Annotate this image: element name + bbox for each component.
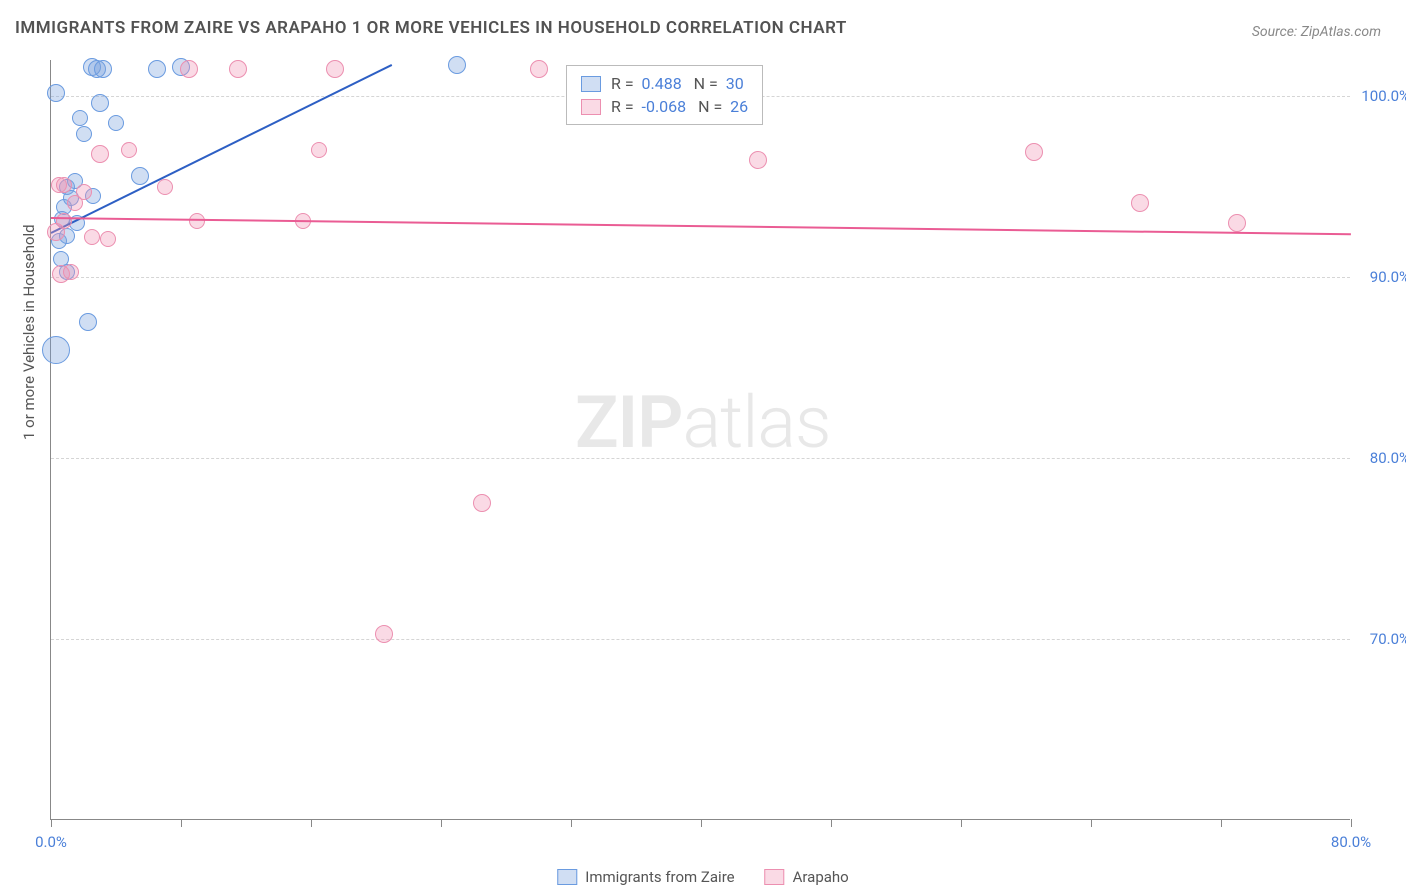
data-point (326, 60, 344, 78)
data-point (157, 179, 173, 195)
data-point (63, 264, 79, 280)
gridline (51, 639, 1350, 640)
data-point (91, 145, 109, 163)
xtick (311, 819, 312, 827)
ytick-label: 70.0% (1370, 630, 1406, 648)
xtick (961, 819, 962, 827)
source-attribution: Source: ZipAtlas.com (1252, 24, 1381, 40)
data-point (148, 60, 166, 78)
data-point (47, 84, 65, 102)
data-point (84, 229, 100, 245)
legend-row: R = -0.068 N = 26 (581, 95, 748, 118)
data-point (448, 56, 466, 74)
data-point (189, 213, 205, 229)
ytick-label: 80.0% (1370, 449, 1406, 467)
legend-row: R = 0.488 N = 30 (581, 72, 748, 95)
xtick (181, 819, 182, 827)
legend-item-zaire: Immigrants from Zaire (557, 868, 734, 886)
legend-swatch (581, 99, 601, 115)
trend-line (51, 217, 1351, 235)
xtick-label: 0.0% (35, 833, 67, 851)
data-point (76, 126, 92, 142)
ytick-label: 100.0% (1361, 87, 1406, 105)
legend-stats: R = -0.068 N = 26 (611, 97, 748, 116)
data-point (56, 177, 72, 193)
xtick (1221, 819, 1222, 827)
data-point (1131, 194, 1149, 212)
gridline (51, 458, 1350, 459)
data-point (180, 60, 198, 78)
chart-plot-area: 70.0%80.0%90.0%100.0%0.0%80.0%R = 0.488 … (50, 60, 1350, 820)
xtick (701, 819, 702, 827)
data-point (311, 142, 327, 158)
chart-title: IMMIGRANTS FROM ZAIRE VS ARAPAHO 1 OR MO… (15, 18, 847, 38)
data-point (749, 151, 767, 169)
data-point (72, 110, 88, 126)
legend-item-arapaho: Arapaho (765, 868, 849, 886)
legend-label-arapaho: Arapaho (793, 868, 849, 886)
data-point (79, 313, 97, 331)
xtick (441, 819, 442, 827)
data-point (91, 94, 109, 112)
xtick (1091, 819, 1092, 827)
data-point (530, 60, 548, 78)
data-point (1228, 214, 1246, 232)
data-point (108, 115, 124, 131)
swatch-arapaho (765, 869, 785, 885)
swatch-zaire (557, 869, 577, 885)
xtick (51, 819, 52, 827)
legend-label-zaire: Immigrants from Zaire (585, 868, 734, 886)
ytick-label: 90.0% (1370, 268, 1406, 286)
xtick (571, 819, 572, 827)
data-point (94, 60, 112, 78)
legend-swatch (581, 76, 601, 92)
data-point (229, 60, 247, 78)
correlation-legend: R = 0.488 N = 30 R = -0.068 N = 26 (566, 65, 763, 125)
data-point (121, 142, 137, 158)
xtick (831, 819, 832, 827)
xtick (1351, 819, 1352, 827)
xtick-label: 80.0% (1331, 833, 1371, 851)
data-point (42, 336, 70, 364)
y-axis-label: 1 or more Vehicles in Household (20, 224, 38, 440)
bottom-legend: Immigrants from Zaire Arapaho (557, 868, 848, 886)
data-point (1025, 143, 1043, 161)
data-point (56, 213, 72, 229)
data-point (375, 625, 393, 643)
legend-stats: R = 0.488 N = 30 (611, 74, 744, 93)
gridline (51, 277, 1350, 278)
data-point (76, 184, 92, 200)
data-point (100, 231, 116, 247)
data-point (473, 494, 491, 512)
data-point (131, 167, 149, 185)
